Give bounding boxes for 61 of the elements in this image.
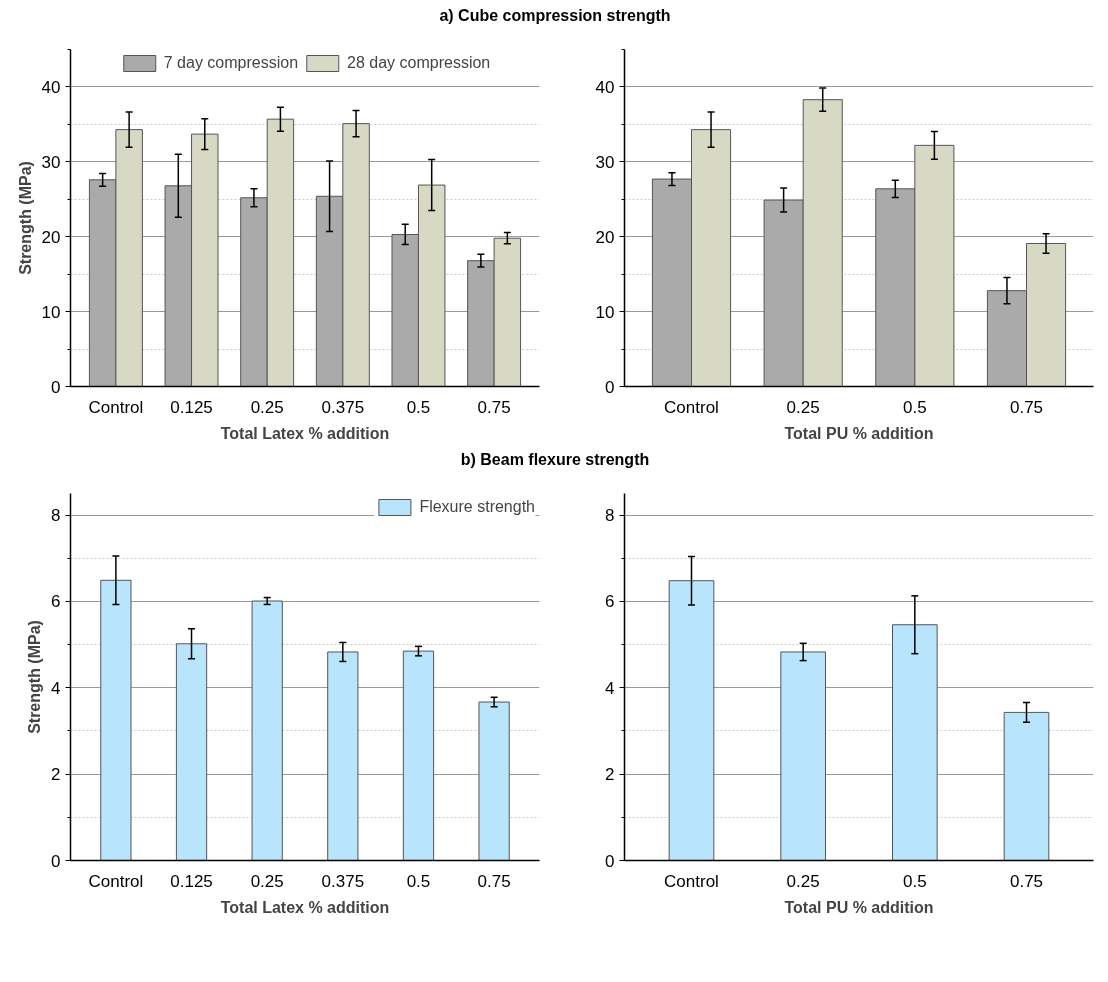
bar	[668, 580, 715, 861]
x-tick-label: 0.25	[786, 397, 820, 417]
bar	[251, 600, 283, 861]
x-tick-label: 0.25	[786, 871, 820, 891]
y-tick-label: 10	[595, 302, 615, 322]
x-tick-label: 0.5	[903, 871, 927, 891]
y-tick-label: 40	[595, 77, 615, 97]
x-axis-title: Total PU % addition	[784, 898, 934, 916]
x-tick-label: 0.75	[1009, 871, 1044, 891]
y-tick-label: 40	[41, 77, 61, 97]
x-tick-label: 0.25	[250, 871, 284, 891]
y-tick-label: 2	[605, 765, 615, 785]
x-tick-label: 0.375	[321, 871, 365, 891]
x-tick-label: 0.5	[406, 871, 431, 891]
x-tick-label: 0.125	[170, 871, 213, 891]
x-axis-title: Total Latex % addition	[220, 898, 390, 916]
y-tick-label: 2	[51, 765, 61, 785]
bar	[892, 624, 938, 861]
bar	[780, 651, 826, 861]
y-tick-label: 8	[51, 506, 61, 526]
y-axis-title: Strength (MPa)	[26, 620, 44, 734]
legend-label: Flexure strength	[419, 498, 535, 516]
y-tick-label: 0	[605, 377, 615, 397]
x-tick-label: 0.375	[321, 397, 365, 417]
x-tick-label: Control	[664, 397, 719, 417]
chart-title: a) Cube compression strength	[439, 6, 671, 26]
y-tick-label: 30	[595, 152, 615, 172]
bar	[100, 579, 132, 861]
x-axis-title: Total PU % addition	[784, 424, 934, 442]
x-tick-label: 0.5	[406, 397, 431, 417]
y-tick-label: 10	[41, 302, 61, 322]
y-axis-title: Strength (MPa)	[16, 161, 34, 275]
legend-label: 28 day compression	[347, 54, 491, 72]
x-tick-label: Control	[664, 871, 719, 891]
x-tick-label: Control	[88, 871, 144, 891]
bar	[327, 651, 359, 861]
x-tick-label: 0.25	[250, 397, 284, 417]
y-tick-label: 0	[605, 851, 615, 871]
bar	[175, 643, 208, 861]
x-tick-label: 0.5	[903, 397, 927, 417]
x-tick-label: 0.75	[477, 397, 511, 417]
y-tick-label: 0	[51, 377, 61, 397]
chart-title: b) Beam flexure strength	[460, 450, 650, 470]
bar	[478, 701, 510, 861]
y-tick-label: 30	[41, 152, 61, 172]
legend-label: 7 day compression	[163, 54, 299, 72]
x-tick-label: Control	[88, 397, 144, 417]
x-tick-label: 0.75	[477, 871, 511, 891]
y-tick-label: 4	[605, 678, 615, 698]
x-tick-label: 0.75	[1009, 397, 1044, 417]
x-tick-label: 0.125	[170, 397, 213, 417]
y-tick-label: 20	[41, 227, 61, 247]
y-tick-label: 8	[605, 506, 615, 526]
y-tick-label: 0	[51, 851, 61, 871]
y-tick-label: 6	[51, 592, 61, 612]
y-tick-label: 20	[595, 227, 615, 247]
bar	[1003, 711, 1050, 861]
x-axis-title: Total Latex % addition	[220, 424, 390, 442]
bar	[402, 650, 435, 861]
y-tick-label: 4	[51, 678, 61, 698]
y-tick-label: 6	[605, 592, 615, 612]
